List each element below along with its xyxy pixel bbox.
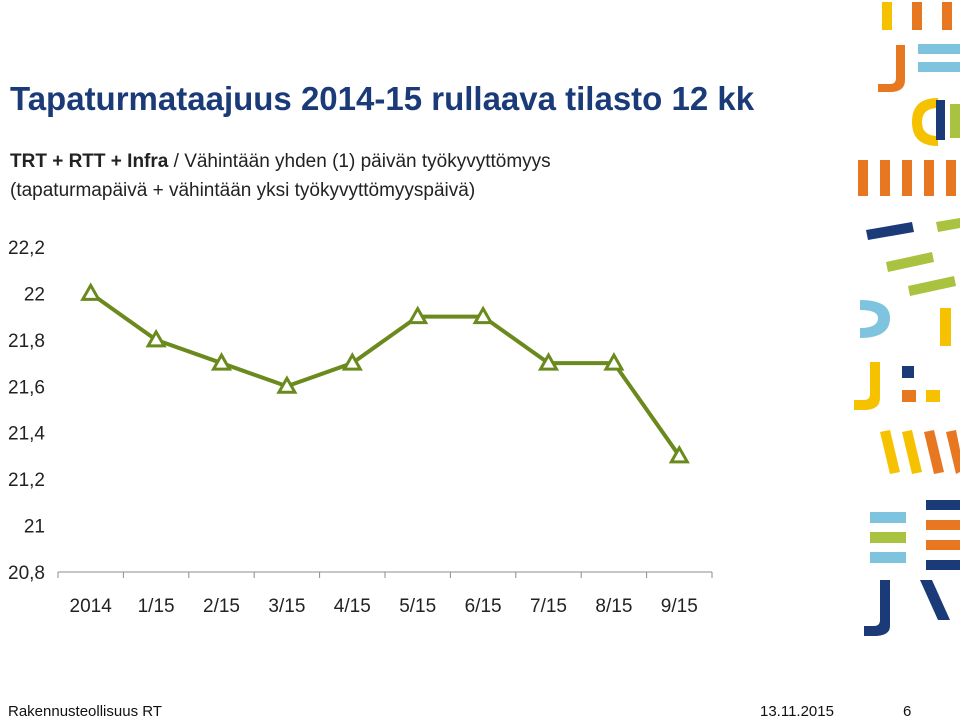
x-tick-label: 1/15 <box>138 596 175 617</box>
slide-title: Tapaturmataajuus 2014-15 rullaava tilast… <box>10 80 755 117</box>
x-tick-label: 2/15 <box>203 596 240 617</box>
data-point-marker <box>537 352 560 371</box>
x-tick-label: 5/15 <box>399 596 436 617</box>
y-axis: 22,2 22 21,8 21,6 21,4 21,2 21 20,8 <box>8 238 45 584</box>
series-group <box>80 282 690 464</box>
data-point-marker <box>341 352 363 371</box>
data-point-marker <box>210 352 233 371</box>
data-point-marker <box>276 375 298 394</box>
y-tick-label: 21,2 <box>8 470 45 491</box>
x-tick-label: 3/15 <box>268 596 305 617</box>
data-point-marker <box>80 282 102 301</box>
subtitle-line-1: TRT + RTT + Infra / Vähintään yhden (1) … <box>10 147 551 176</box>
x-tick-label: 6/15 <box>465 596 502 617</box>
series-line <box>89 291 681 458</box>
y-tick-label: 21,6 <box>8 377 45 398</box>
data-point-marker <box>145 328 167 348</box>
subtitle-line-2: (tapaturmapäivä + vähintään yksi työkyvy… <box>10 180 476 201</box>
y-tick-label: 20,8 <box>8 563 45 584</box>
y-tick-label: 22 <box>24 284 45 305</box>
data-point-marker <box>472 305 494 325</box>
x-tick-label: 4/15 <box>334 596 371 617</box>
brand-decoration <box>854 2 960 636</box>
line-chart: 22,2 22 21,8 21,6 21,4 21,2 21 20,8 2014 1/15 2/1… <box>8 238 713 617</box>
y-tick-label: 21,8 <box>8 331 45 352</box>
footer-organization: Rakennusteollisuus RT <box>8 703 162 720</box>
x-tick-label: 9/15 <box>661 596 698 617</box>
x-tick-label: 7/15 <box>530 596 567 617</box>
y-tick-label: 21,4 <box>8 424 45 445</box>
data-point-marker <box>603 352 625 371</box>
footer-date: 13.11.2015 <box>760 703 834 720</box>
data-point-marker <box>407 305 429 325</box>
footer-page-number: 6 <box>903 703 912 720</box>
x-axis: 2014 1/15 2/15 3/15 4/15 5/15 6/15 7/15 8/15 9/15 <box>57 571 713 617</box>
subtitle-rest-part: / Vähintään yhden (1) päivän työkyvyttöm… <box>168 151 551 172</box>
slide-subtitle: TRT + RTT + Infra / Vähintään yhden (1) … <box>10 147 551 205</box>
subtitle-bold-part: TRT + RTT + Infra <box>10 151 169 172</box>
x-tick-label: 8/15 <box>595 596 632 617</box>
data-point-marker <box>668 444 690 464</box>
x-tick-label: 2014 <box>70 596 113 617</box>
y-tick-label: 22,2 <box>8 238 45 259</box>
y-tick-label: 21 <box>24 517 45 538</box>
